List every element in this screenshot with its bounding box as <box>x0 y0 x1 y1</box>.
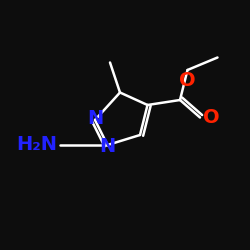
Text: H₂N: H₂N <box>16 136 58 154</box>
Text: N: N <box>100 137 116 156</box>
Text: O: O <box>179 71 196 90</box>
Text: N: N <box>87 109 103 128</box>
Text: O: O <box>202 108 219 127</box>
